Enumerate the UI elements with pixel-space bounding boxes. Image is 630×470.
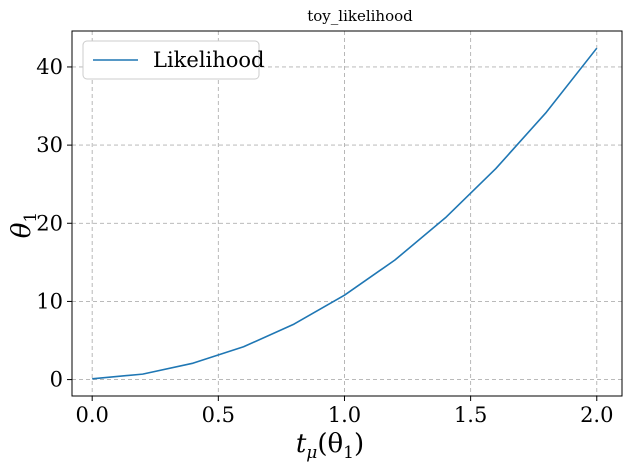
x-axis-label: tμ(θ1) — [296, 429, 364, 463]
x-tick-label: 0.0 — [75, 403, 108, 427]
y-tick-label: 40 — [36, 55, 63, 79]
x-tick-label: 1.5 — [454, 403, 487, 427]
y-tick-label: 20 — [36, 211, 63, 235]
grid-lines — [72, 31, 622, 396]
data-lines — [92, 47, 598, 380]
series-line-likelihood — [92, 47, 598, 380]
y-tick-label: 10 — [36, 289, 63, 313]
legend-label-likelihood: Likelihood — [153, 48, 265, 72]
x-axis: 0.0 0.5 1.0 1.5 2.0 — [75, 396, 613, 427]
legend-box — [82, 40, 260, 80]
y-tick-label: 0 — [50, 368, 63, 392]
legend: Likelihood — [82, 40, 265, 80]
x-tick-label: 2.0 — [580, 403, 613, 427]
y-tick-label: 30 — [36, 133, 63, 157]
y-axis: 0 10 20 30 40 — [36, 55, 72, 392]
x-tick-label: 1.0 — [328, 403, 361, 427]
chart-title: toy_likelihood — [307, 7, 413, 25]
y-axis-label: θ1 — [7, 212, 41, 238]
plot-frame — [71, 30, 623, 397]
x-tick-label: 0.5 — [202, 403, 235, 427]
